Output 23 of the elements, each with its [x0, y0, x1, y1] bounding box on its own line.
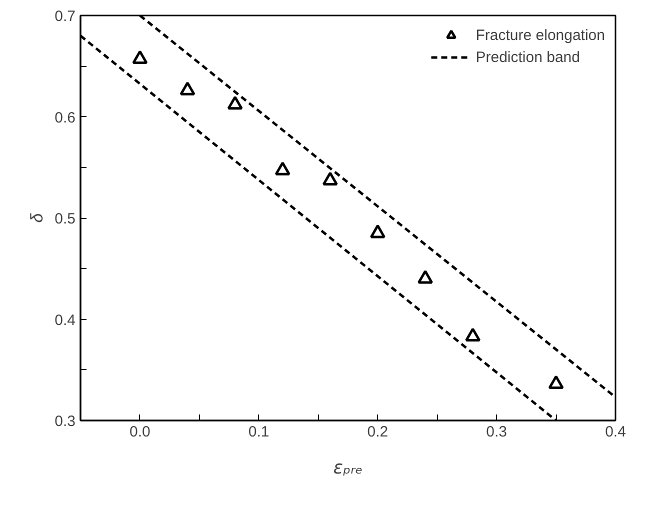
point — [548, 375, 564, 390]
x-axis-title: εₚᵣₑ — [333, 458, 363, 478]
y-tick-label: 0.3 — [54, 413, 76, 430]
y-tick-label: 0.5 — [54, 210, 76, 228]
point — [227, 96, 243, 110]
y-tick-label: 0.7 — [54, 8, 76, 25]
y-tick-label: 0.6 — [54, 109, 76, 126]
point — [418, 270, 434, 284]
legend-label: Prediction band — [476, 48, 580, 66]
point — [180, 82, 196, 96]
point — [132, 50, 148, 64]
legend-label: Fracture elongation — [476, 26, 605, 44]
y-axis-title: δ — [28, 212, 47, 223]
x-tick-label: 0.2 — [367, 424, 388, 440]
x-tick-label: 0.4 — [605, 424, 626, 440]
x-tick-label: 0.3 — [486, 424, 508, 440]
point — [465, 328, 481, 342]
point — [322, 172, 338, 186]
point — [274, 162, 290, 176]
point — [370, 224, 386, 238]
x-tick-label: 0.1 — [248, 424, 270, 440]
x-tick-label: 0.0 — [130, 424, 150, 440]
y-tick-label: 0.4 — [54, 312, 76, 329]
